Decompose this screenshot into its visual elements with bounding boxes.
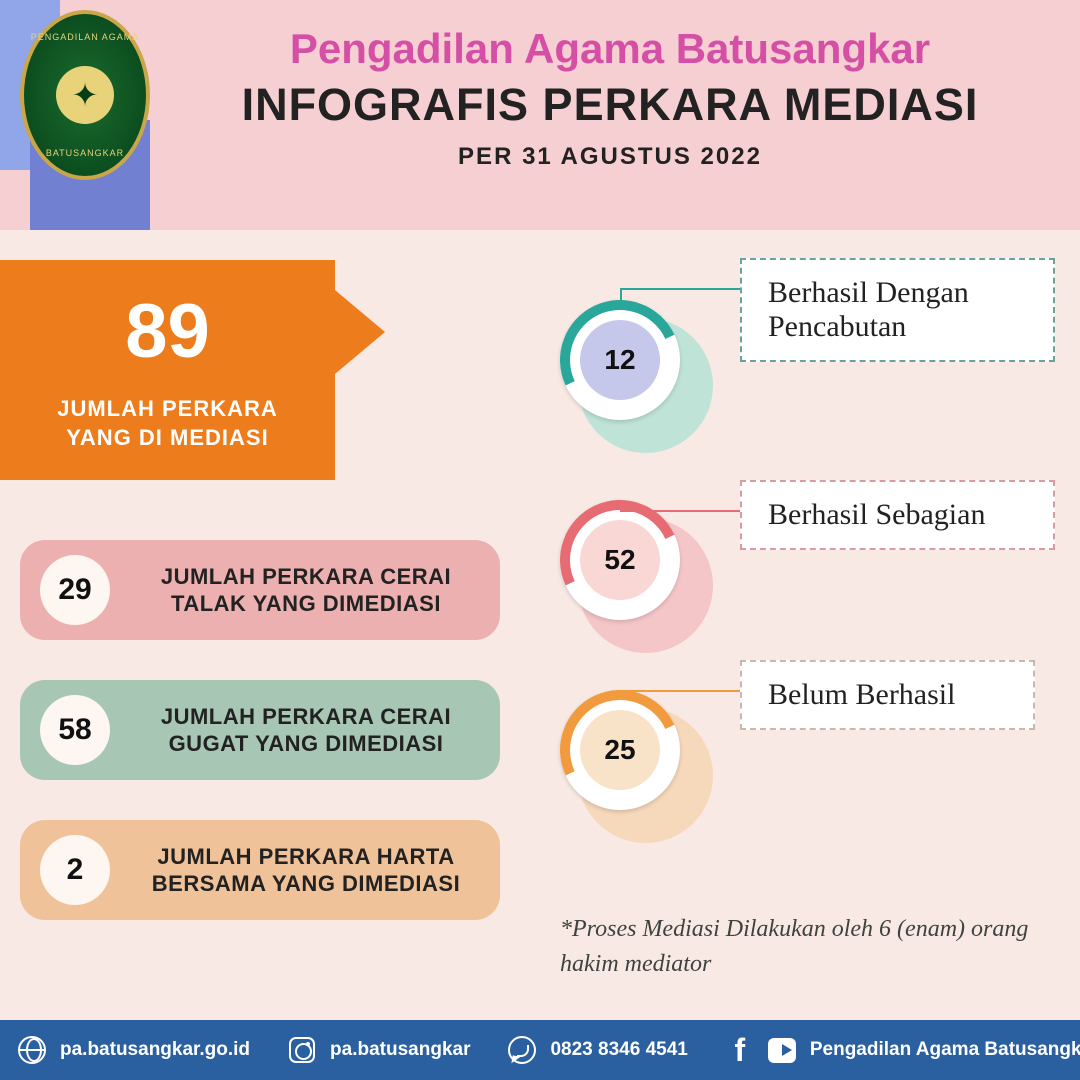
footer-social-name: Pengadilan Agama Batusangkar <box>810 1039 1080 1061</box>
connector-line <box>620 500 622 510</box>
total-label-line1: JUMLAH PERKARA <box>57 396 278 421</box>
logo-star-icon: ✦ <box>72 76 99 114</box>
title-block: Pengadilan Agama Batusangkar INFOGRAFIS … <box>180 25 1040 171</box>
total-label-line2: YANG DI MEDIASI <box>66 425 268 450</box>
total-label: JUMLAH PERKARA YANG DI MEDIASI <box>0 395 335 452</box>
logo-inner: ✦ <box>56 66 114 124</box>
total-value: 89 <box>0 288 335 375</box>
mediator-note: *Proses Mediasi Dilakukan oleh 6 (enam) … <box>560 912 1030 982</box>
pill-label: JUMLAH PERKARA CERAI TALAK YANG DIMEDIAS… <box>132 563 480 618</box>
instagram-icon <box>288 1036 316 1064</box>
footer-instagram: pa.batusangkar <box>330 1039 470 1061</box>
globe-icon <box>18 1036 46 1064</box>
stat-pill: 58 JUMLAH PERKARA CERAI GUGAT YANG DIMED… <box>20 680 500 780</box>
facebook-icon: f <box>726 1036 754 1064</box>
logo-text-top: PENGADILAN AGAMA <box>24 32 146 42</box>
pill-label: JUMLAH PERKARA HARTA BERSAMA YANG DIMEDI… <box>132 843 480 898</box>
footer-website: pa.batusangkar.go.id <box>60 1039 250 1061</box>
logo-text-bottom: BATUSANGKAR <box>24 148 146 158</box>
stat-pill: 29 JUMLAH PERKARA CERAI TALAK YANG DIMED… <box>20 540 500 640</box>
pill-value: 29 <box>40 555 110 625</box>
court-logo: PENGADILAN AGAMA ✦ BATUSANGKAR <box>20 10 150 180</box>
logo-oval: PENGADILAN AGAMA ✦ BATUSANGKAR <box>20 10 150 180</box>
outcome-circle: 52 <box>560 500 710 650</box>
connector-line <box>620 288 740 290</box>
outcome-label: Belum Berhasil <box>740 660 1035 730</box>
header-band: PENGADILAN AGAMA ✦ BATUSANGKAR Pengadila… <box>0 0 1080 230</box>
outcome-label: Berhasil Sebagian <box>740 480 1055 550</box>
org-name: Pengadilan Agama Batusangkar <box>180 25 1040 73</box>
pill-label: JUMLAH PERKARA CERAI GUGAT YANG DIMEDIAS… <box>132 703 480 758</box>
connector-line <box>620 510 740 512</box>
stat-pill: 2 JUMLAH PERKARA HARTA BERSAMA YANG DIME… <box>20 820 500 920</box>
outcome-circle: 25 <box>560 690 710 840</box>
outcome-circle: 12 <box>560 300 710 450</box>
outcome-label: Berhasil DenganPencabutan <box>740 258 1055 362</box>
pill-value: 58 <box>40 695 110 765</box>
pill-value: 2 <box>40 835 110 905</box>
page-subtitle: PER 31 AGUSTUS 2022 <box>180 143 1040 171</box>
connector-line <box>620 690 740 692</box>
youtube-icon <box>768 1036 796 1064</box>
total-tag: 89 JUMLAH PERKARA YANG DI MEDIASI <box>0 260 335 480</box>
footer-whatsapp: 0823 8346 4541 <box>550 1039 687 1061</box>
whatsapp-icon <box>508 1036 536 1064</box>
footer-bar: pa.batusangkar.go.id pa.batusangkar 0823… <box>0 1020 1080 1080</box>
page-title: INFOGRAFIS PERKARA MEDIASI <box>180 79 1040 131</box>
